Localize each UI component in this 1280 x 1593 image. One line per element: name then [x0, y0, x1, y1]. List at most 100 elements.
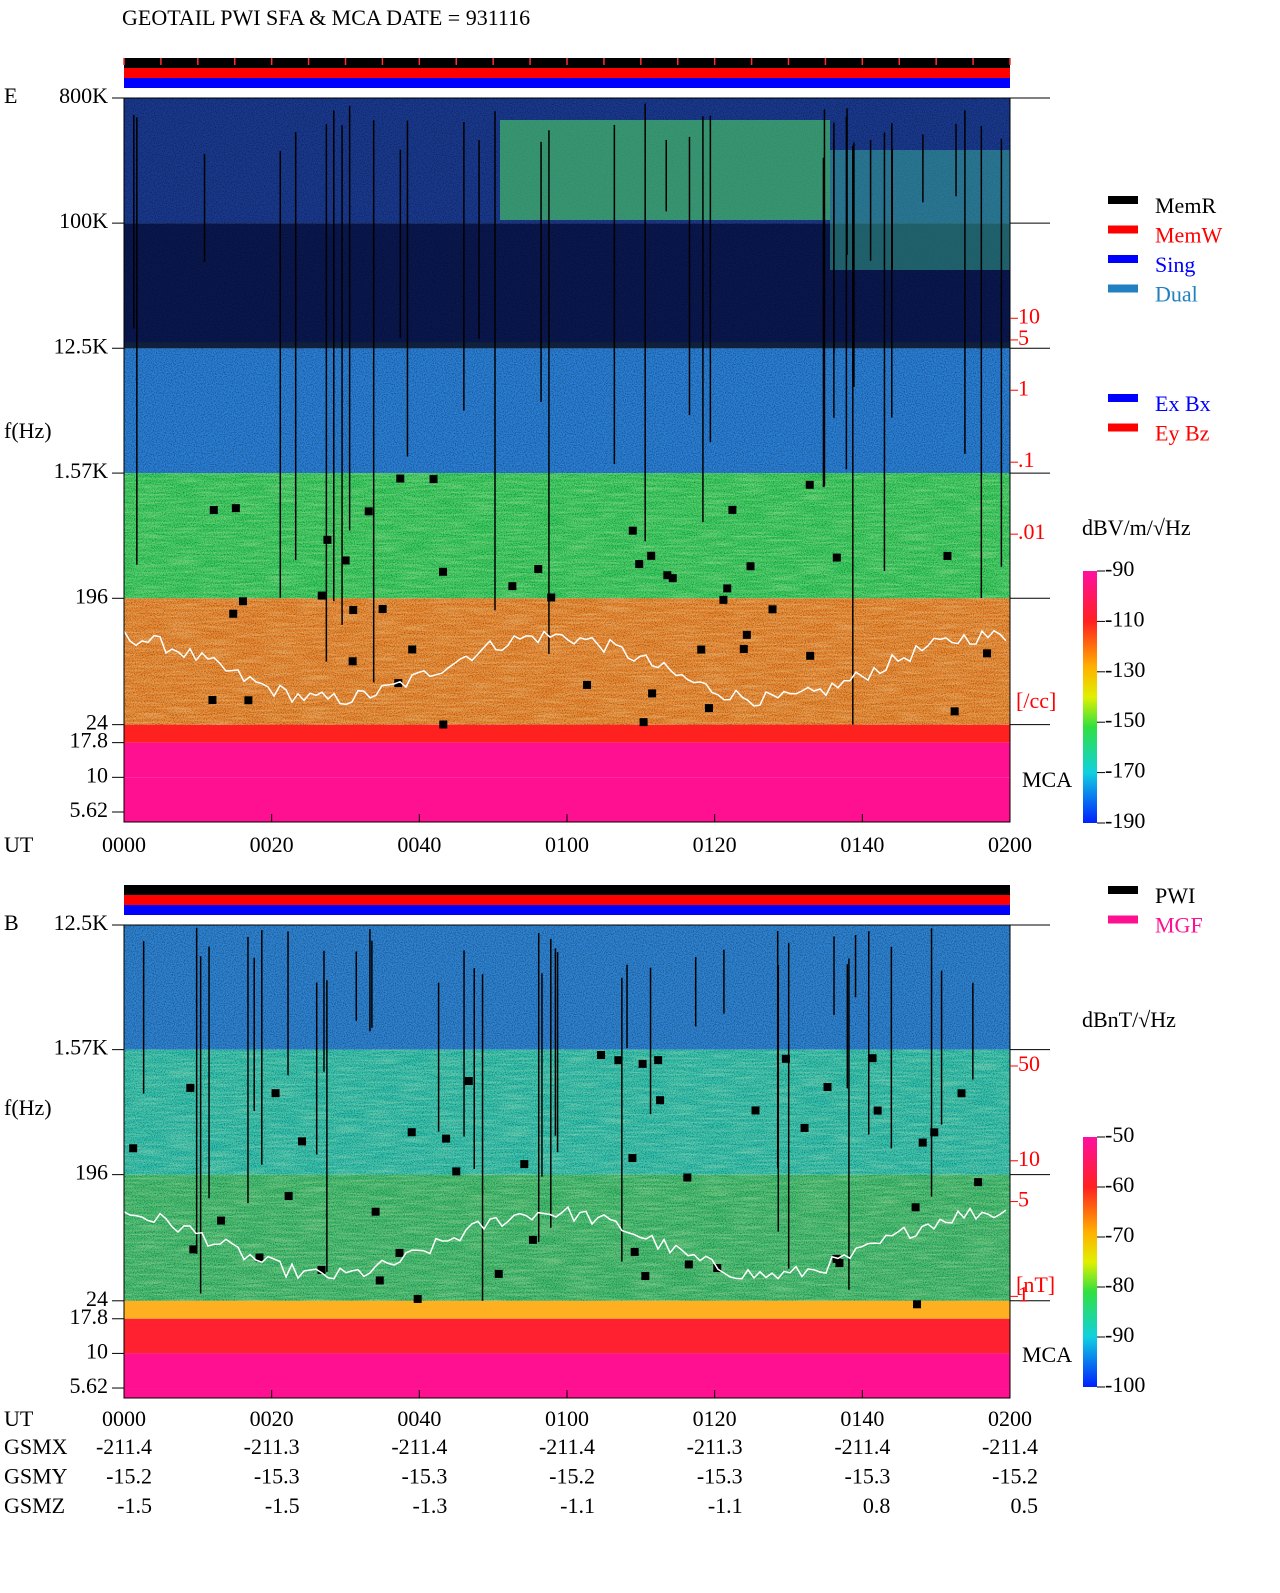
data-dropout — [873, 1106, 882, 1115]
data-dropout — [189, 1245, 198, 1254]
x-tick-label: 0040 — [397, 832, 441, 857]
data-dropout — [317, 1265, 326, 1274]
colorbar-tick-label: -150 — [1105, 707, 1145, 732]
data-dropout — [746, 562, 755, 571]
y-tick-label: 17.8 — [70, 1304, 109, 1329]
data-dropout — [317, 591, 326, 600]
data-dropout — [832, 553, 841, 562]
orbit-value: -15.2 — [549, 1464, 595, 1489]
colorbar-tick-label: -100 — [1105, 1372, 1145, 1397]
legend-swatch — [1108, 915, 1138, 924]
x-tick-label: 0000 — [102, 1406, 146, 1431]
orbit-value: -15.2 — [106, 1464, 152, 1489]
data-dropout — [371, 1207, 380, 1216]
data-dropout — [442, 1134, 451, 1143]
spectrogram-streaks — [124, 473, 1010, 725]
data-dropout — [186, 1083, 195, 1092]
data-dropout — [704, 704, 713, 713]
data-dropout — [378, 605, 387, 614]
status-bar-mode — [124, 78, 1010, 88]
data-dropout — [823, 1083, 832, 1092]
spectrogram-band — [124, 1318, 1010, 1354]
y2-tick-label: 50 — [1018, 1051, 1040, 1076]
x-axis-label: UT — [4, 832, 34, 857]
data-dropout — [806, 651, 815, 660]
data-dropout — [429, 475, 438, 484]
panel-label: B — [4, 910, 19, 935]
orbit-value: -1.5 — [117, 1493, 152, 1518]
legend-label: Sing — [1155, 252, 1195, 277]
y-tick-label: 1.57K — [54, 458, 109, 483]
y2-tick-label: .1 — [1018, 447, 1035, 472]
legend-swatch — [1108, 284, 1138, 293]
legend-label: Dual — [1155, 282, 1198, 307]
data-dropout — [656, 1096, 665, 1105]
data-dropout — [943, 551, 952, 560]
data-dropout — [396, 474, 405, 483]
legend-swatch — [1108, 255, 1138, 263]
data-dropout — [534, 565, 543, 574]
y2-tick-label: 1 — [1018, 375, 1029, 400]
data-dropout — [950, 707, 959, 716]
data-dropout — [238, 597, 247, 606]
y-tick-label: 5.62 — [70, 797, 109, 822]
colorbar-tick-label: -70 — [1105, 1222, 1134, 1247]
data-dropout — [654, 1056, 663, 1065]
data-dropout — [911, 1203, 920, 1212]
panel-label: E — [4, 83, 17, 108]
data-dropout — [751, 1106, 760, 1115]
orbit-value: -1.3 — [413, 1493, 448, 1518]
y2-tick-label: 5 — [1018, 325, 1029, 350]
orbit-value: -211.4 — [96, 1434, 152, 1459]
data-dropout — [835, 1259, 844, 1268]
legend-label: MGF — [1155, 913, 1203, 938]
y-tick-label: 10 — [86, 762, 108, 787]
data-dropout — [375, 1276, 384, 1285]
data-dropout — [974, 1178, 983, 1187]
legend-swatch — [1108, 225, 1138, 234]
orbit-value: -211.4 — [834, 1434, 890, 1459]
y-tick-label: 1.57K — [54, 1035, 109, 1060]
colorbar-label: dBnT/√Hz — [1082, 1007, 1176, 1032]
x-tick-label: 0020 — [250, 1406, 294, 1431]
data-dropout — [341, 556, 350, 565]
data-dropout — [349, 606, 358, 615]
data-dropout — [348, 657, 357, 666]
data-dropout — [800, 1123, 809, 1132]
y-tick-label: 800K — [59, 83, 108, 108]
data-dropout — [439, 720, 448, 729]
colorbar-tick-label: -110 — [1105, 606, 1145, 631]
y-tick-label: 24 — [86, 710, 108, 735]
x-axis-label: UT — [4, 1406, 34, 1431]
y-tick-label: 196 — [75, 583, 108, 608]
status-bar-memw — [124, 68, 1010, 78]
y-tick-label: 10 — [86, 1338, 108, 1363]
orbit-value: -211.3 — [244, 1434, 300, 1459]
data-dropout — [781, 1054, 790, 1063]
data-dropout — [647, 551, 656, 560]
data-dropout — [255, 1253, 264, 1262]
data-dropout — [684, 1260, 693, 1269]
emission-patch — [500, 120, 830, 220]
data-dropout — [668, 574, 677, 583]
colorbar-tick-label: -60 — [1105, 1172, 1134, 1197]
x-tick-label: 0100 — [545, 832, 589, 857]
orbit-value: -211.3 — [687, 1434, 743, 1459]
colorbar-tick-label: -50 — [1105, 1122, 1134, 1147]
data-dropout — [413, 1294, 422, 1303]
y2-tick-label: 5 — [1018, 1187, 1029, 1212]
data-dropout — [805, 480, 814, 489]
legend-label: Ey Bz — [1155, 421, 1210, 446]
orbit-row-label: GSMY — [4, 1464, 68, 1489]
colorbar-tick-label: -190 — [1105, 808, 1145, 833]
orbit-value: -15.2 — [992, 1464, 1038, 1489]
y2-axis-label: [nT] — [1016, 1272, 1055, 1297]
orbit-value: -15.3 — [845, 1464, 891, 1489]
data-dropout — [547, 593, 556, 602]
spectrogram-streaks — [124, 1049, 1010, 1301]
legend-swatch — [1108, 423, 1138, 432]
legend-swatch — [1108, 196, 1138, 204]
density-trace — [123, 1205, 1007, 1280]
orbit-value: -15.3 — [254, 1464, 300, 1489]
colorbar-tick-label: -90 — [1105, 1322, 1134, 1347]
